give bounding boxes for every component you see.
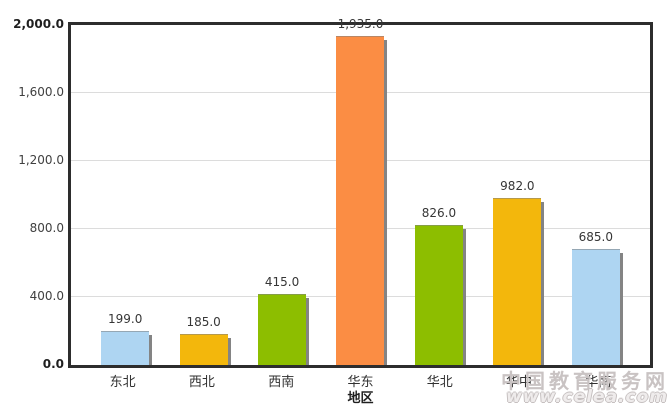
x-axis-tick-label: 华东 bbox=[347, 375, 374, 390]
bar-shadow bbox=[619, 252, 623, 365]
plot-area: 199.0 185.0 415.0 1,935.0 826.0 982.0 685.0 bbox=[68, 17, 653, 368]
x-axis-tick-label: 华中 bbox=[506, 375, 533, 390]
bar-slot: 1,935.0 bbox=[321, 17, 399, 365]
x-axis-tick-label: 西北 bbox=[188, 375, 215, 390]
bar-value-label: 982.0 bbox=[500, 179, 535, 194]
bar bbox=[414, 224, 466, 365]
y-axis-tick-label: 1,600.0 bbox=[18, 85, 64, 99]
bar-shadow bbox=[541, 202, 545, 365]
bar-slot: 685.0 bbox=[557, 25, 635, 365]
bar bbox=[571, 248, 623, 365]
bar-shadow bbox=[227, 337, 231, 365]
x-axis-title: 地区 bbox=[347, 391, 374, 406]
x-axis-tick-label: 东北 bbox=[109, 375, 136, 390]
bar bbox=[101, 331, 153, 365]
x-axis: 东北 西北 西南 华东 华北 华中 华南 bbox=[83, 371, 638, 390]
y-axis-tick-label: 1,200.0 bbox=[18, 153, 64, 167]
bar-shadow bbox=[306, 298, 310, 365]
bar-value-label: 685.0 bbox=[578, 229, 613, 244]
bar-slot: 415.0 bbox=[243, 25, 321, 365]
bar bbox=[179, 333, 231, 365]
y-axis-tick-label: 400.0 bbox=[29, 289, 64, 303]
x-axis-tick-label: 西南 bbox=[268, 375, 295, 390]
bar-slot: 982.0 bbox=[478, 25, 556, 365]
x-axis-tick-label: 华南 bbox=[585, 375, 612, 390]
bar-slot: 826.0 bbox=[400, 25, 478, 365]
x-axis-tick-label: 华北 bbox=[426, 375, 453, 390]
bar bbox=[493, 198, 545, 365]
y-axis-tick-label: 800.0 bbox=[29, 221, 64, 235]
bar-value-label: 185.0 bbox=[186, 314, 221, 329]
watermark-site-name: 中国教育服务网 bbox=[501, 369, 669, 393]
bar-value-label: 415.0 bbox=[264, 275, 300, 290]
watermark-url: www.celea.com bbox=[506, 387, 668, 407]
y-axis-tick-label: 2,000.0 bbox=[13, 17, 64, 31]
bar-slot: 185.0 bbox=[164, 25, 242, 365]
bar-shadow bbox=[462, 228, 466, 365]
bar-value-label: 1,935.0 bbox=[337, 17, 384, 32]
bar-slot: 199.0 bbox=[86, 25, 164, 365]
bar-value-label: 826.0 bbox=[421, 205, 457, 220]
bar bbox=[336, 36, 388, 365]
bar bbox=[258, 294, 310, 365]
y-axis-tick-label: 0.0 bbox=[42, 357, 64, 371]
bars-layer: 199.0 185.0 415.0 1,935.0 826.0 982.0 685.0 bbox=[86, 17, 635, 365]
bar-value-label: 199.0 bbox=[108, 312, 143, 327]
bar-shadow bbox=[149, 335, 153, 365]
bar-shadow bbox=[384, 40, 388, 365]
